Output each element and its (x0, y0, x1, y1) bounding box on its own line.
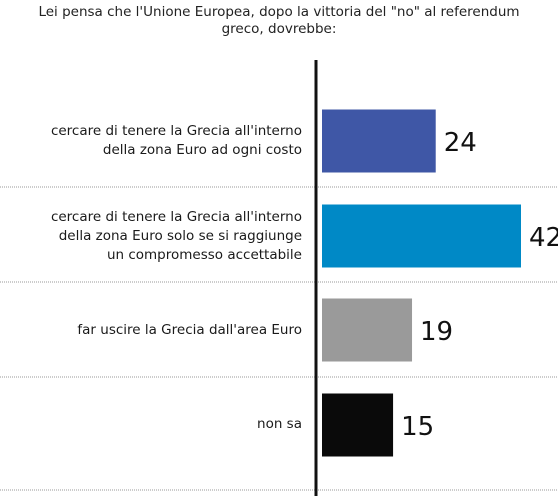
category-label: far uscire la Grecia dall'area Euro (77, 321, 302, 338)
data-label: 24 (444, 128, 477, 158)
chart-title: Lei pensa che l'Unione Europea, dopo la … (38, 4, 520, 37)
bar (322, 298, 413, 362)
category-label: non sa (257, 415, 302, 432)
bar (322, 393, 394, 457)
data-label: 19 (420, 317, 453, 347)
data-label: 42 (529, 223, 558, 253)
bar (322, 204, 521, 268)
data-label: 15 (401, 412, 434, 442)
bar (322, 109, 436, 173)
category-label: cercare di tenere la Grecia all'interno … (50, 123, 302, 158)
category-label: cercare di tenere la Grecia all'interno … (50, 208, 302, 263)
